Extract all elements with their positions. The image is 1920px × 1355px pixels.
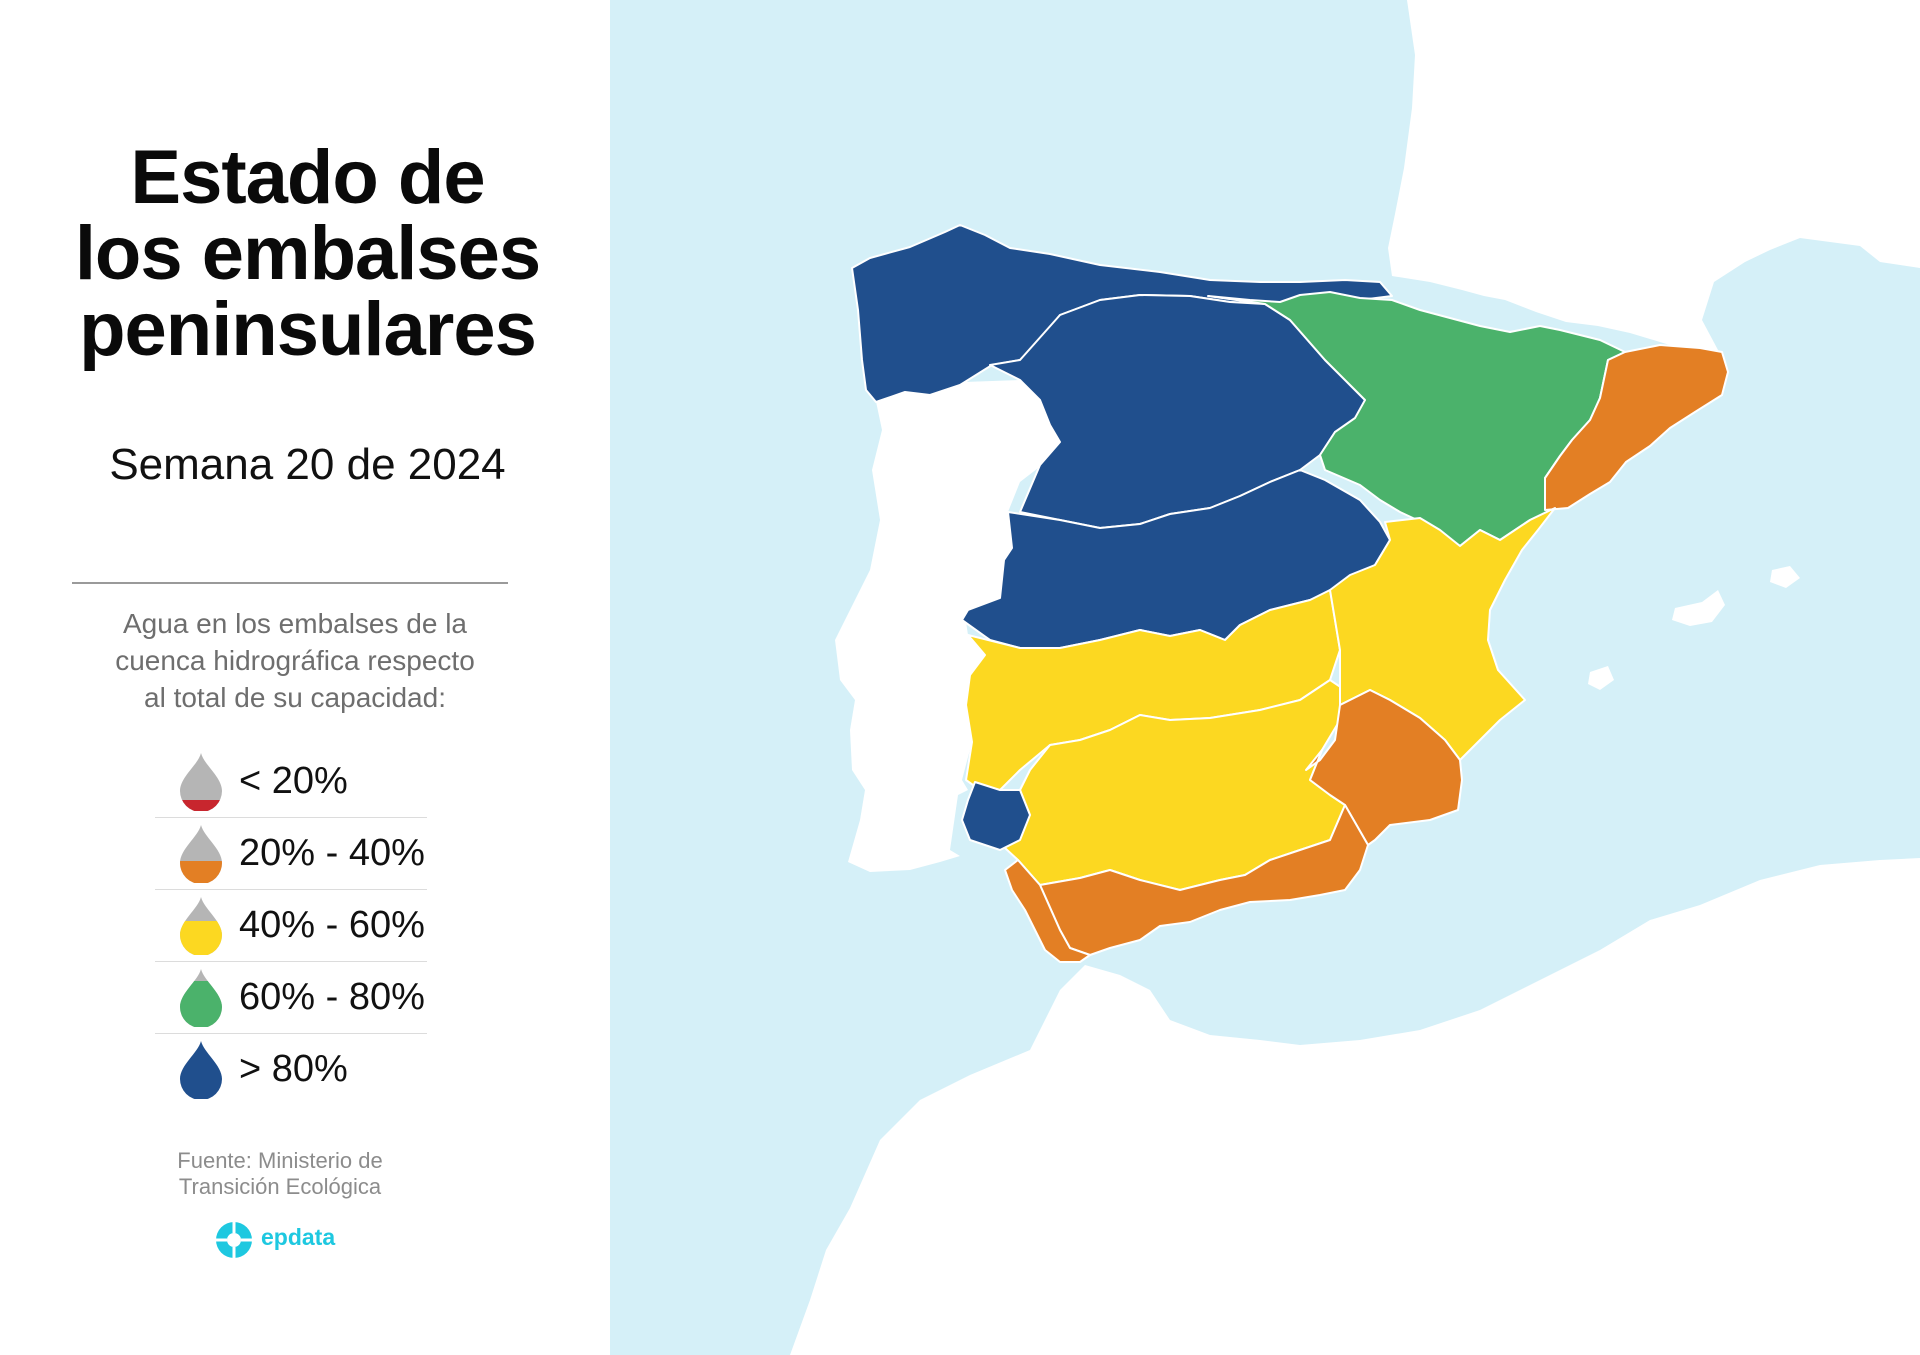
basin-duero <box>989 294 1366 529</box>
basin-cataluna <box>1544 344 1729 511</box>
portugal-landmass <box>835 378 1060 872</box>
basin-mediterranea-andaluza <box>1039 804 1369 956</box>
drop-icon <box>180 825 222 883</box>
legend-description-line-2: cuenca hidrográfica respecto <box>115 645 475 676</box>
menorca <box>1770 566 1800 588</box>
legend-label: 20% - 40% <box>239 832 425 874</box>
brand-name: epdata <box>261 1224 336 1250</box>
legend-description-line-3: al total de su capacidad: <box>144 682 446 713</box>
page-title: Estado de los embalses peninsulares <box>0 140 615 368</box>
source-note: Fuente: Ministerio de Transición Ecológi… <box>130 1148 430 1200</box>
drop-icon <box>180 969 222 1027</box>
basin-segura <box>1305 689 1463 846</box>
legend: < 20% 20% - 40% 40% - 60% <box>155 746 427 1105</box>
week-subtitle: Semana 20 de 2024 <box>109 440 506 489</box>
legend-description-line-1: Agua en los embalses de la <box>123 608 467 639</box>
legend-item-40-60: 40% - 60% <box>155 890 427 962</box>
legend-description: Agua en los embalses de la cuenca hidrog… <box>80 605 510 716</box>
legend-item-60-80: 60% - 80% <box>155 962 427 1034</box>
basin-tinto-odiel-piedras <box>961 781 1031 851</box>
title-line-3: peninsulares <box>79 287 537 372</box>
ibiza <box>1588 666 1614 690</box>
source-line-2: Transición Ecológica <box>178 1174 382 1199</box>
source-line-1: Fuente: Ministerio de <box>177 1148 383 1173</box>
basin-guadalete-barbate <box>1004 859 1091 963</box>
spain-basins-map <box>610 0 1920 1355</box>
legend-item-under-20: < 20% <box>155 746 427 818</box>
drop-icon <box>180 1041 222 1099</box>
epdata-logo-icon <box>216 1222 252 1258</box>
drop-icon <box>180 897 222 955</box>
info-panel: Estado de los embalses peninsulares Sema… <box>0 0 610 1355</box>
divider <box>72 582 508 584</box>
legend-item-20-40: 20% - 40% <box>155 818 427 890</box>
legend-label: 60% - 80% <box>239 976 425 1018</box>
legend-label: < 20% <box>239 760 348 802</box>
africa-landmass <box>790 858 1920 1355</box>
legend-label: 40% - 60% <box>239 904 425 946</box>
title-line-2: los embalses <box>74 211 541 296</box>
legend-item-over-80: > 80% <box>155 1034 427 1105</box>
drop-icon <box>180 753 222 811</box>
france-landmass <box>1388 0 1920 368</box>
legend-label: > 80% <box>239 1048 348 1090</box>
mallorca <box>1672 590 1725 626</box>
title-line-1: Estado de <box>130 135 485 220</box>
